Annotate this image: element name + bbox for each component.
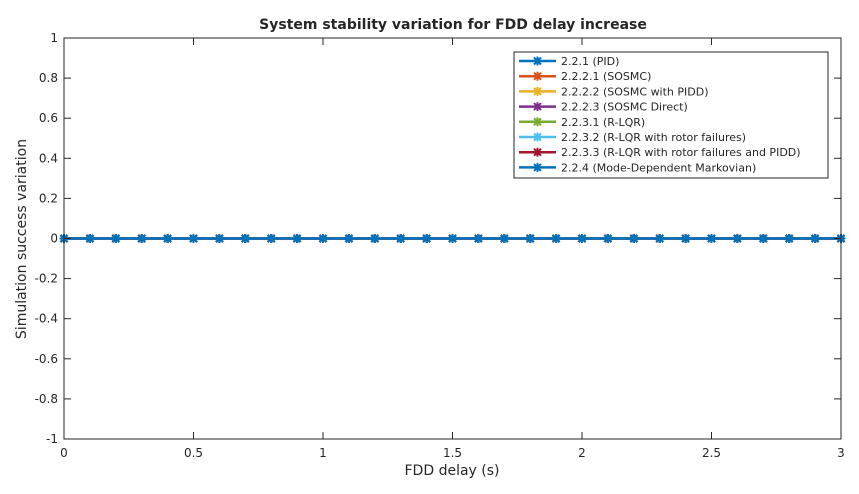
legend-marker <box>533 71 542 81</box>
legend-marker <box>533 132 542 142</box>
data-point <box>85 234 95 243</box>
legend-label: 2.2.3.3 (R-LQR with rotor failures and P… <box>561 146 801 159</box>
legend-entry: 2.2.3.1 (R-LQR) <box>519 116 645 129</box>
data-point <box>396 234 406 243</box>
legend-label: 2.2.4 (Mode-Dependent Markovian) <box>561 161 756 174</box>
legend: 2.2.1 (PID) 2.2.2.1 (SOSMC) 2.2.2.2 (SOSMC… <box>513 51 829 179</box>
x-axis-label: FDD delay (s) <box>405 463 500 479</box>
legend-label: 2.2.1 (PID) <box>561 55 619 68</box>
legend-label: 2.2.2.2 (SOSMC with PIDD) <box>561 85 709 98</box>
data-point <box>499 234 509 243</box>
legend-label: 2.2.3.1 (R-LQR) <box>561 116 645 129</box>
legend-marker <box>533 86 542 96</box>
y-axis-ticks: -1 -0.8 -0.6 -0.4 -0.2 0 0.2 0.4 0.6 0.8 1 <box>35 31 841 446</box>
legend-entry: 2.2.3.3 (R-LQR with rotor failures and P… <box>519 146 801 159</box>
legend-entry: 2.2.1 (PID) <box>519 55 619 68</box>
x-axis-ticks: 0 0.5 1 1.5 2 2.5 3 <box>60 38 845 460</box>
chart-title: System stability variation for FDD delay… <box>259 17 647 33</box>
x-tick-label: 3 <box>837 446 845 460</box>
legend-entry: 2.2.4 (Mode-Dependent Markovian) <box>519 161 756 174</box>
data-point <box>577 234 587 243</box>
data-point <box>422 234 432 243</box>
legend-label: 2.2.3.2 (R-LQR with rotor failures) <box>561 131 746 144</box>
legend-marker <box>533 102 542 112</box>
legend-marker <box>533 147 542 157</box>
legend-box <box>513 51 829 179</box>
data-point <box>732 234 742 243</box>
data-point <box>137 234 147 243</box>
data-point <box>214 234 224 243</box>
legend-entry: 2.2.2.1 (SOSMC) <box>519 70 651 83</box>
data-point <box>810 234 820 243</box>
y-axis-label: Simulation success variation <box>14 139 30 339</box>
legend-items: 2.2.1 (PID) 2.2.2.1 (SOSMC) 2.2.2.2 (SOSMC… <box>519 55 801 174</box>
legend-label: 2.2.2.3 (SOSMC Direct) <box>561 101 688 114</box>
data-point <box>292 234 302 243</box>
x-tick-label: 0 <box>60 446 68 460</box>
legend-marker <box>533 56 542 66</box>
y-tick-label: -0.4 <box>35 312 58 326</box>
data-point <box>707 234 716 243</box>
legend-marker <box>533 162 542 172</box>
data-point <box>473 234 483 243</box>
legend-entry: 2.2.2.2 (SOSMC with PIDD) <box>519 85 709 98</box>
data-point <box>629 234 639 243</box>
y-tick-label: 0.4 <box>39 151 58 165</box>
y-tick-label: -0.8 <box>35 392 58 406</box>
data-point <box>240 234 250 243</box>
y-tick-label: 1 <box>50 31 58 45</box>
data-point <box>603 234 613 243</box>
series-8 <box>59 234 846 243</box>
data-point <box>551 234 561 243</box>
x-tick-label: 1 <box>319 446 327 460</box>
y-tick-label: -0.2 <box>35 272 58 286</box>
y-tick-label: 0.6 <box>39 111 58 125</box>
legend-marker <box>533 117 542 127</box>
data-point <box>344 234 354 243</box>
data-point <box>266 234 276 243</box>
legend-entry: 2.2.3.2 (R-LQR with rotor failures) <box>519 131 746 144</box>
y-tick-label: 0 <box>50 232 58 246</box>
legend-label: 2.2.2.1 (SOSMC) <box>561 70 651 83</box>
data-point <box>318 234 328 243</box>
x-tick-label: 2 <box>578 446 586 460</box>
data-point <box>758 234 768 243</box>
data-point <box>784 234 794 243</box>
data-point <box>655 234 665 243</box>
y-tick-label: -1 <box>46 432 58 446</box>
data-point <box>163 234 173 243</box>
data-point <box>111 234 121 243</box>
x-tick-label: 2.5 <box>702 446 721 460</box>
series-layer <box>59 234 846 243</box>
x-tick-label: 1.5 <box>443 446 462 460</box>
data-point <box>681 234 691 243</box>
legend-entry: 2.2.2.3 (SOSMC Direct) <box>519 101 688 114</box>
y-tick-label: -0.6 <box>35 352 58 366</box>
data-point <box>525 234 535 243</box>
data-point <box>448 234 457 243</box>
y-tick-label: 0.2 <box>39 191 58 205</box>
data-point <box>370 234 380 243</box>
y-tick-label: 0.8 <box>39 71 58 85</box>
data-point <box>189 234 198 243</box>
x-tick-label: 0.5 <box>184 446 203 460</box>
